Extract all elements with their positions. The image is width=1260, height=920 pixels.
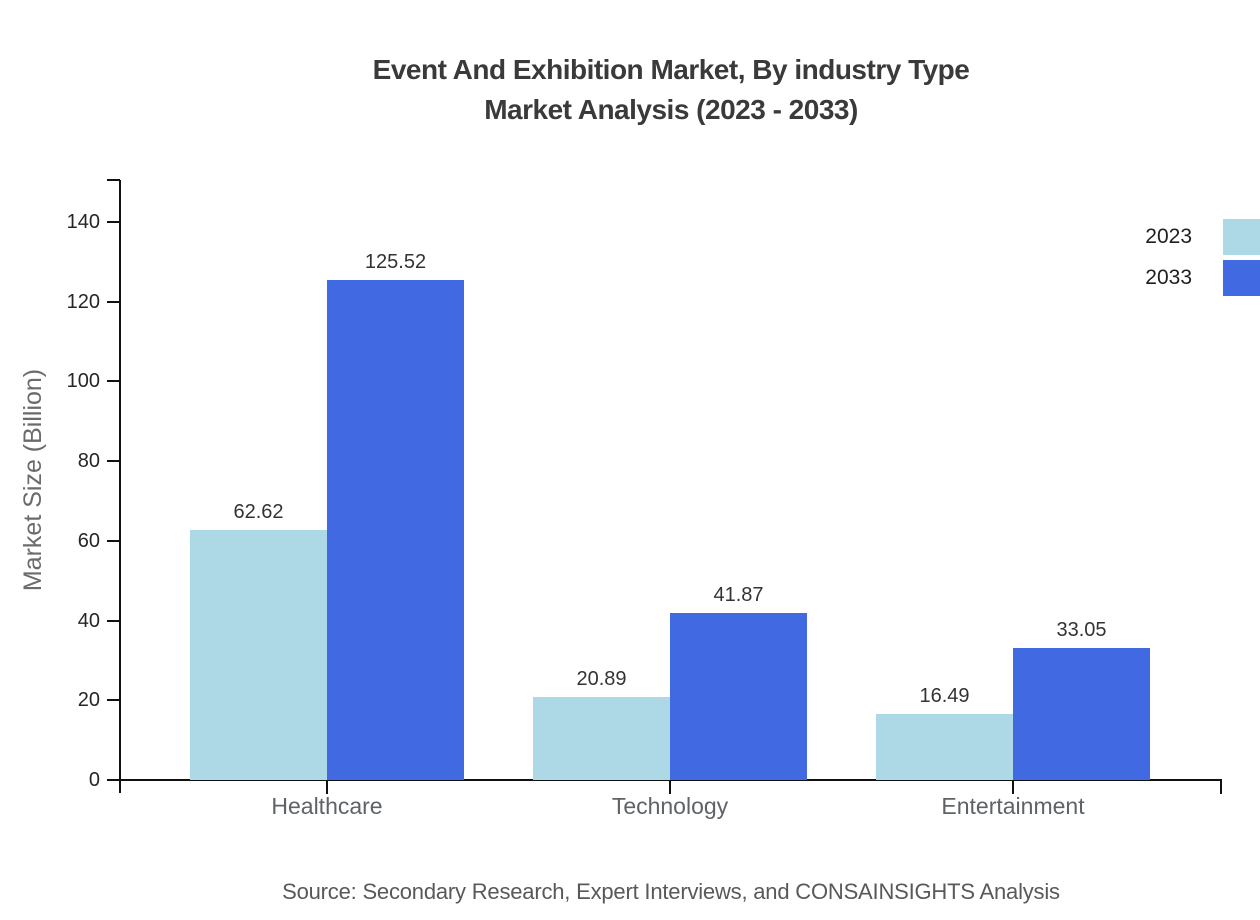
x-axis-endcap-tick	[1220, 781, 1222, 794]
chart-title: Event And Exhibition Market, By industry…	[90, 50, 1252, 130]
y-axis-line	[119, 180, 121, 793]
category-label: Healthcare	[271, 793, 383, 819]
legend-swatch	[1223, 218, 1260, 255]
source-note: Source: Secondary Research, Expert Inter…	[282, 879, 1060, 904]
bar-value-label: 20.89	[576, 667, 627, 690]
bar-value-label: 33.05	[1056, 619, 1107, 642]
y-tick	[107, 540, 120, 542]
x-axis-line	[119, 779, 1222, 781]
chart-title-line2: Market Analysis (2023 - 2033)	[484, 94, 858, 125]
x-tick	[1012, 781, 1014, 794]
bar-2023-entertainment	[876, 714, 1013, 780]
y-tick	[107, 221, 120, 223]
bar-value-label: 16.49	[919, 685, 970, 708]
legend-label: 2033	[1145, 265, 1192, 289]
category-label: Technology	[611, 793, 729, 819]
y-tick-label: 80	[77, 450, 100, 472]
bar-2023-healthcare	[190, 530, 327, 780]
y-tick	[107, 380, 120, 382]
x-tick	[326, 781, 328, 794]
legend-swatch	[1223, 259, 1260, 296]
legend-label: 2023	[1145, 224, 1192, 248]
legend: 2023 2033	[1145, 218, 1260, 296]
y-tick	[107, 620, 120, 622]
y-tick-label: 40	[77, 610, 100, 632]
x-tick	[669, 781, 671, 794]
bar-2033-healthcare	[327, 279, 464, 780]
legend-item-2033: 2033	[1145, 259, 1260, 296]
y-tick	[107, 301, 120, 303]
y-tick	[107, 460, 120, 462]
bar-value-label: 62.62	[233, 501, 284, 524]
bar-2023-technology	[533, 696, 670, 780]
y-tick-label: 120	[66, 291, 100, 313]
y-tick-label: 140	[66, 211, 100, 233]
legend-item-2023: 2023	[1145, 218, 1260, 255]
bar-value-label: 125.52	[364, 250, 427, 273]
y-tick-label: 20	[77, 689, 100, 711]
y-axis-endcap-tick	[107, 179, 120, 181]
y-tick-label: 60	[77, 530, 100, 552]
bar-value-label: 41.87	[713, 584, 764, 607]
y-tick	[107, 779, 120, 781]
category-label: Entertainment	[941, 793, 1085, 819]
chart-title-line1: Event And Exhibition Market, By industry…	[372, 54, 970, 85]
y-tick-label: 100	[66, 370, 100, 392]
bar-2033-technology	[670, 613, 807, 780]
y-tick	[107, 699, 120, 701]
y-tick-label: 0	[88, 769, 100, 791]
bar-2033-entertainment	[1013, 648, 1150, 780]
